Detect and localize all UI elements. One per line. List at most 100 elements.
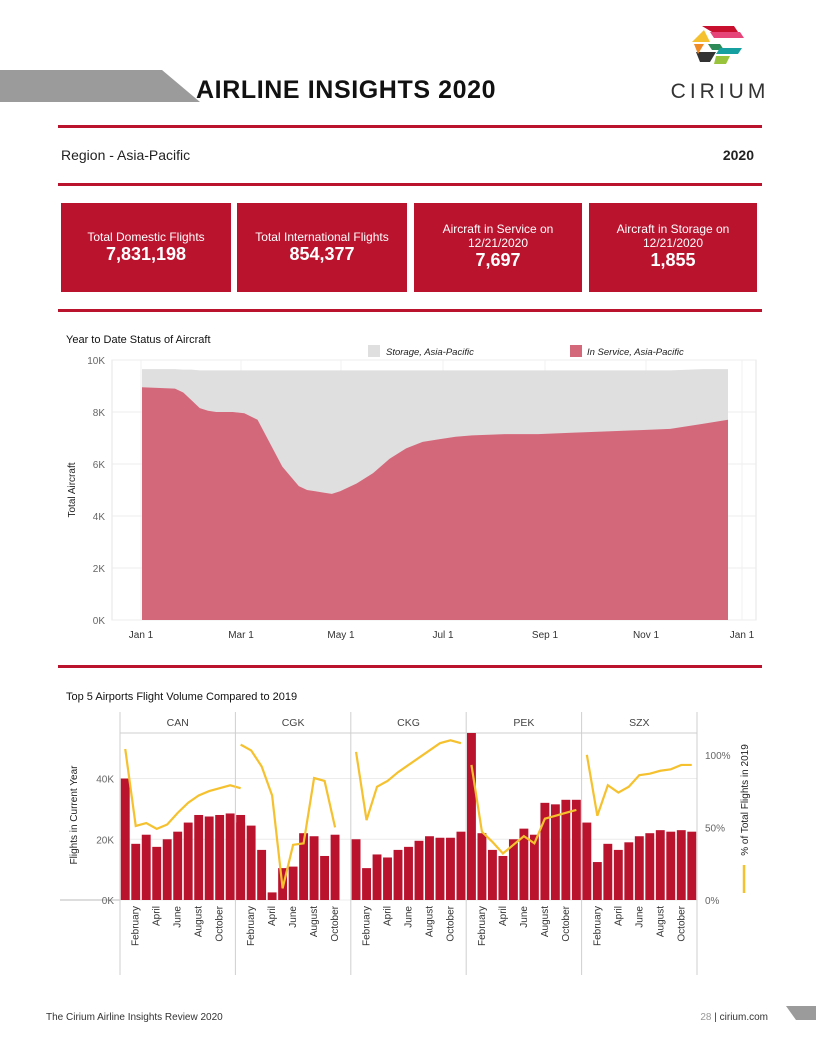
bar (204, 816, 214, 900)
footer-site: cirium.com (719, 1012, 768, 1023)
month-tick-label: February (246, 906, 257, 946)
bar (404, 846, 413, 900)
bar (183, 822, 193, 900)
y2-tick-label: 0% (705, 896, 720, 907)
bar (571, 799, 581, 900)
bar (162, 839, 172, 900)
bar (624, 842, 634, 900)
bar (131, 843, 141, 900)
logo-dark-shape (696, 52, 716, 62)
bar (519, 828, 529, 900)
month-tick-label: June (404, 906, 415, 928)
x-tick-label: Mar 1 (228, 630, 254, 641)
kpi-value: 7,831,198 (105, 244, 187, 264)
y-tick-label: 20K (96, 835, 114, 846)
bar (236, 822, 246, 900)
airport-label-ckg: CKG (397, 717, 420, 729)
bar (550, 804, 560, 900)
bar (152, 846, 162, 900)
y-axis-label: Total Aircraft (67, 462, 78, 517)
y2-tick-label: 50% (705, 823, 725, 834)
month-tick-label: August (194, 906, 205, 937)
x-tick-label: Jul 1 (432, 630, 454, 641)
kpi-value: 854,377 (289, 244, 355, 264)
bar (246, 825, 256, 900)
month-tick-label: April (152, 906, 163, 926)
bar (372, 854, 382, 900)
bar (487, 849, 497, 900)
bar (414, 840, 424, 900)
y2-axis-label: % of Total Flights in 2019 (740, 744, 751, 856)
cirium-logo-icon (692, 26, 744, 64)
kpi-label: Total International Flights (255, 230, 389, 244)
bar (446, 837, 455, 900)
bar (592, 862, 602, 900)
logo-red-shape (702, 26, 738, 32)
logo-teal-shape (716, 48, 742, 54)
bar (687, 831, 697, 900)
y2-tick-label: 100% (705, 751, 731, 762)
chart2-title: Top 5 Airports Flight Volume Compared to… (66, 691, 298, 703)
month-tick-label: February (362, 906, 373, 946)
month-tick-label: June (634, 906, 645, 928)
month-tick-label: October (676, 905, 687, 941)
month-tick-label: April (267, 906, 278, 926)
bar (141, 834, 151, 900)
bar (120, 778, 130, 900)
logo-lime-shape (714, 56, 730, 64)
bar (456, 831, 466, 900)
region-filter: Region - Asia-Pacific (61, 147, 191, 163)
bar (383, 857, 392, 900)
y-tick-label: 4K (93, 512, 106, 523)
bar (477, 833, 487, 900)
x-tick-label: Jan 1 (730, 630, 755, 641)
kpi-international-flights: Total International Flights 854,377 (237, 203, 407, 292)
legend-label-in-service: In Service, Asia-Pacific (587, 347, 684, 358)
bar (267, 892, 277, 900)
bar (645, 833, 655, 900)
divider (58, 309, 762, 312)
bar (561, 799, 571, 900)
airport-label-pek: PEK (513, 717, 534, 729)
bar (655, 830, 665, 900)
airport-label-szx: SZX (629, 717, 649, 729)
y-tick-label: 6K (93, 460, 106, 471)
month-tick-label: October (330, 905, 341, 941)
header-accent-band (0, 70, 200, 102)
month-tick-label: August (540, 906, 551, 937)
bar (603, 843, 613, 900)
bar (582, 822, 592, 900)
bar (508, 839, 518, 900)
chart1-title: Year to Date Status of Aircraft (66, 334, 211, 346)
y-axis-label: Flights in Current Year (69, 765, 80, 865)
bar (194, 814, 204, 900)
bar (173, 831, 183, 900)
logo-wordmark: CIRIUM (670, 80, 770, 103)
x-tick-label: Nov 1 (633, 630, 660, 641)
month-tick-label: October (561, 905, 572, 941)
kpi-value: 7,697 (475, 250, 521, 270)
y-tick-label: 10K (87, 356, 105, 367)
month-tick-label: August (655, 906, 666, 937)
divider (58, 665, 762, 668)
page-title: AIRLINE INSIGHTS 2020 (196, 76, 497, 104)
kpi-aircraft-in-storage: Aircraft in Storage on 12/21/2020 1,855 (589, 203, 757, 292)
bar (362, 868, 371, 900)
bar (498, 855, 508, 900)
kpi-value: 1,855 (650, 250, 696, 270)
month-tick-label: June (519, 906, 530, 928)
kpi-label: Aircraft in Service on 12/21/2020 (442, 222, 554, 250)
page-number: 28 (700, 1012, 712, 1023)
bar (393, 849, 403, 900)
y-tick-label: 0K (102, 896, 115, 907)
bar (666, 831, 676, 900)
bar (299, 833, 309, 900)
x-tick-label: Sep 1 (532, 630, 559, 641)
y-tick-label: 8K (93, 408, 106, 419)
logo-orange-shape (694, 44, 704, 54)
bar (309, 836, 319, 900)
month-tick-label: August (309, 906, 320, 937)
bar (330, 834, 340, 900)
